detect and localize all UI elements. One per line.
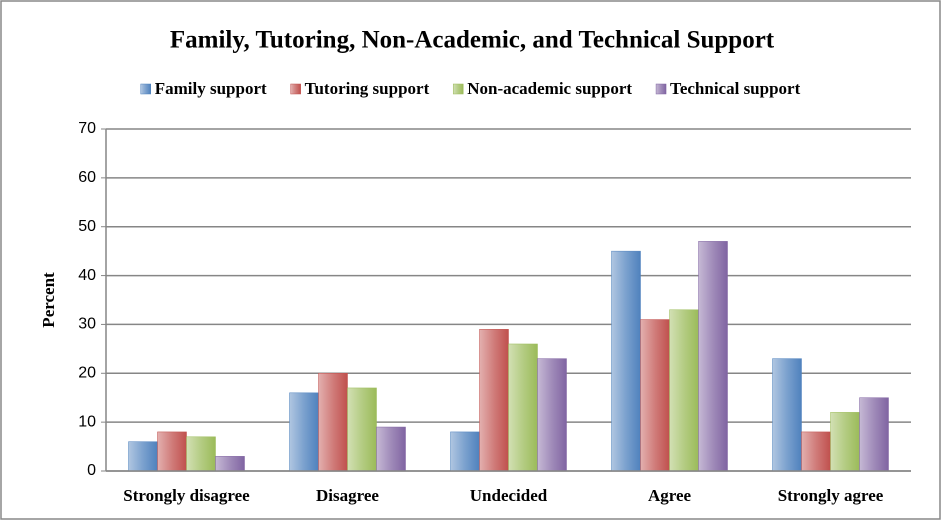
bar [479,329,509,472]
x-tick-label: Agree [648,486,692,505]
bar [537,358,567,472]
bar [318,373,348,472]
y-tick-label: 40 [78,267,96,284]
legend-label: Non-academic support [467,79,632,98]
bar [215,456,245,472]
bar [611,250,641,472]
legend: Family support Tutoring support Non-academ… [140,79,801,98]
legend-swatch [290,83,301,95]
bar [450,431,480,472]
legend-label: Family support [155,79,267,98]
chart-title: Family, Tutoring, Non-Academic, and Tech… [170,27,775,54]
bar [289,392,319,472]
legend-swatch [452,83,464,95]
legend-label: Tutoring support [305,79,430,98]
bar [772,358,802,472]
bar [859,397,889,472]
bar [376,426,406,472]
x-tick-label: Undecided [470,486,548,505]
legend-swatch [140,83,151,95]
x-tick-label: Strongly agree [778,486,884,505]
x-tick-label: Disagree [316,486,379,505]
bar [830,412,860,472]
y-tick-label: 30 [78,316,96,333]
legend-label: Technical support [670,79,801,98]
legend-swatch [655,83,667,95]
y-tick-label: 0 [87,462,96,479]
y-axis-label: Percent [39,272,58,328]
bar [508,343,538,472]
y-tick-label: 50 [78,218,96,235]
y-tick-label: 70 [78,120,96,137]
bar [347,387,377,472]
y-tick-label: 10 [78,413,96,430]
bar [128,441,158,472]
bar [698,241,728,472]
bar [669,309,699,472]
x-tick-label: Strongly disagree [123,486,250,505]
y-tick-label: 60 [78,169,96,186]
bar [186,436,216,472]
bar [801,431,831,472]
y-tick-label: 20 [78,365,96,382]
bar [157,431,187,472]
bar [640,319,670,472]
